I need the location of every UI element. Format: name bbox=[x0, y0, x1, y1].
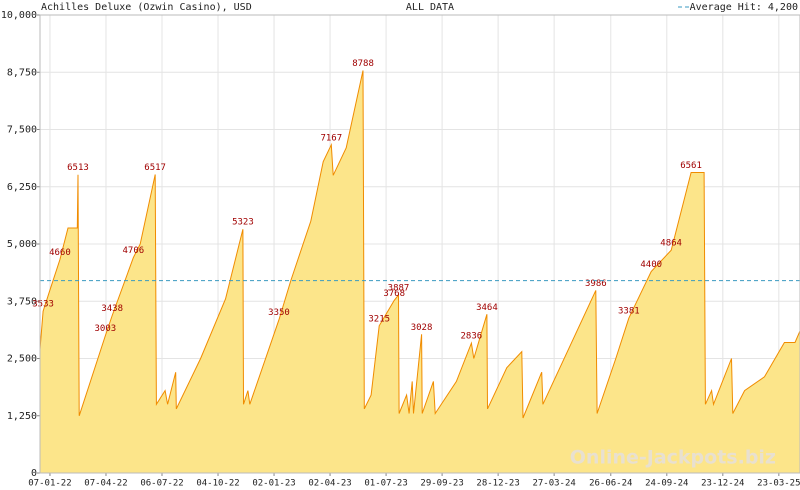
watermark: Online-Jackpots.biz bbox=[570, 447, 776, 469]
x-tick-label: 28-12-23 bbox=[476, 479, 519, 489]
data-label: 3768 bbox=[383, 289, 405, 299]
x-tick-label: 04-10-22 bbox=[196, 479, 239, 489]
data-label: 3887 bbox=[388, 283, 410, 293]
x-tick-label: 23-12-24 bbox=[701, 479, 744, 489]
x-tick-label: 01-07-23 bbox=[364, 479, 407, 489]
x-tick-label: 06-07-22 bbox=[140, 479, 183, 489]
data-label: 7167 bbox=[320, 133, 342, 143]
line bbox=[39, 70, 800, 419]
data-label: 3438 bbox=[101, 304, 123, 314]
data-label: 4864 bbox=[660, 239, 682, 249]
area bbox=[40, 70, 800, 473]
data-label: 3464 bbox=[476, 303, 498, 313]
chart-subtitle: ALL DATA bbox=[406, 2, 454, 13]
data-label: 2836 bbox=[461, 332, 483, 342]
data-label: 3028 bbox=[411, 323, 433, 333]
data-label: 3350 bbox=[268, 308, 290, 318]
x-tick-label: 23-03-25 bbox=[757, 479, 800, 489]
x-tick-label: 29-09-23 bbox=[420, 479, 463, 489]
legend-label: Average Hit: 4,200 bbox=[690, 2, 798, 13]
data-label: 4400 bbox=[640, 260, 662, 270]
data-label: 3533 bbox=[32, 300, 54, 310]
y-tick-label: 1,250 bbox=[7, 411, 37, 422]
x-tick-label: 02-04-23 bbox=[308, 479, 351, 489]
x-tick-label: 02-01-23 bbox=[252, 479, 295, 489]
y-tick-label: 5,000 bbox=[7, 239, 37, 250]
data-label: 6561 bbox=[680, 161, 702, 171]
data-label: 3003 bbox=[95, 324, 117, 334]
data-label: 4706 bbox=[123, 246, 145, 256]
x-tick-label: 27-03-24 bbox=[532, 479, 575, 489]
data-label: 8788 bbox=[352, 59, 374, 69]
data-label: 6517 bbox=[144, 163, 166, 173]
y-tick-label: 6,250 bbox=[7, 182, 37, 193]
chart-title: Achilles Deluxe (Ozwin Casino), USD bbox=[41, 2, 252, 13]
data-label: 3986 bbox=[585, 279, 607, 289]
y-tick-label: 0 bbox=[31, 468, 37, 479]
x-tick-label: 24-09-24 bbox=[645, 479, 688, 489]
data-label: 5323 bbox=[232, 218, 254, 228]
y-tick-label: 10,000 bbox=[1, 10, 37, 21]
data-label: 3215 bbox=[368, 314, 390, 324]
data-label: 6513 bbox=[67, 163, 89, 173]
y-tick-label: 3,750 bbox=[7, 296, 37, 307]
x-tick-label: 07-04-22 bbox=[84, 479, 127, 489]
data-label: 4660 bbox=[49, 248, 71, 258]
y-tick-label: 7,500 bbox=[7, 125, 37, 136]
x-tick-label: 07-01-22 bbox=[28, 479, 71, 489]
plot-area bbox=[39, 14, 800, 474]
y-tick-label: 2,500 bbox=[7, 354, 37, 365]
x-tick-label: 26-06-24 bbox=[589, 479, 632, 489]
y-tick-label: 8,750 bbox=[7, 67, 37, 78]
data-label: 3381 bbox=[618, 307, 640, 317]
